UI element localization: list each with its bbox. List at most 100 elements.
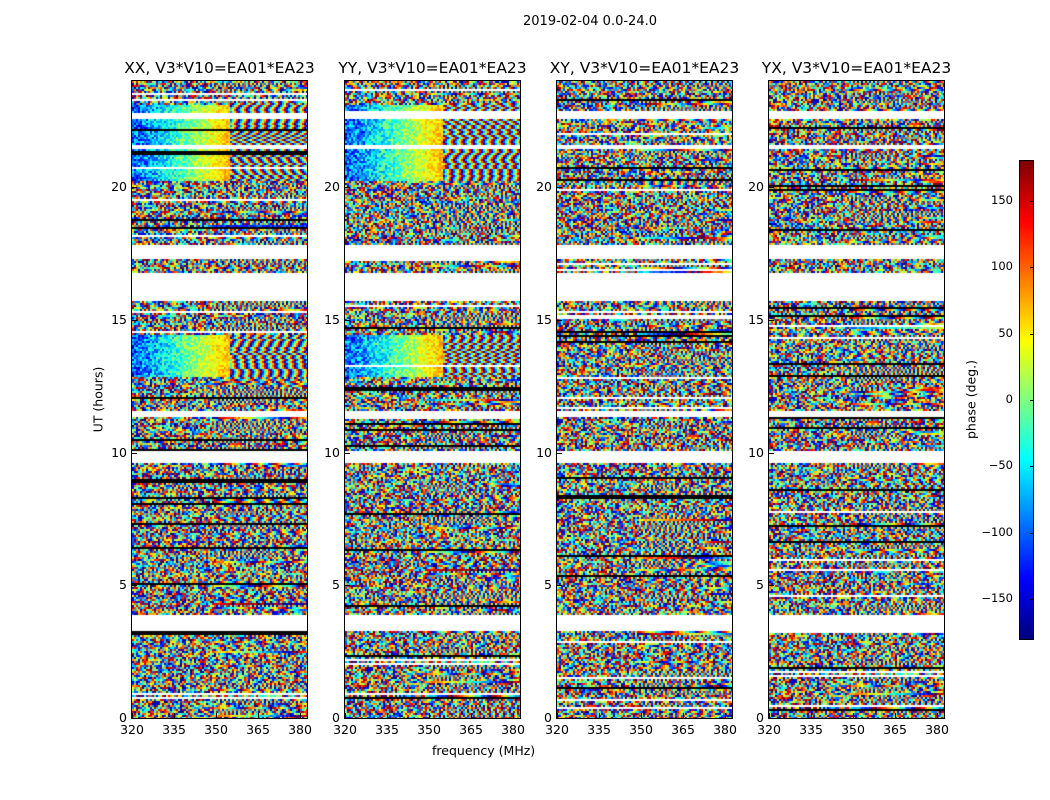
heatmap-panel-yx: [768, 80, 945, 719]
x-tick-label: 365: [246, 722, 270, 737]
x-tick-mark: [683, 713, 684, 718]
x-tick-label: 350: [417, 722, 441, 737]
y-tick-label: 20: [324, 179, 340, 195]
x-tick-label: 320: [545, 722, 569, 737]
panel-title: XY, V3*V10=EA01*EA23: [549, 59, 740, 77]
y-tick-label: 0: [119, 710, 127, 725]
colorbar-tick-label: −100: [981, 524, 1013, 539]
y-tick-mark: [769, 585, 774, 587]
y-axis-label: UT (hours): [90, 366, 106, 433]
x-tick-mark: [599, 713, 600, 718]
colorbar-tick-mark: [1030, 599, 1034, 601]
x-tick-mark: [937, 713, 938, 718]
x-tick-label: 380: [713, 722, 737, 737]
y-tick-label: 10: [748, 444, 764, 460]
x-tick-mark: [471, 713, 472, 718]
y-tick-mark: [345, 585, 350, 587]
colorbar-gradient: [1020, 161, 1033, 639]
y-tick-label: 5: [332, 577, 340, 593]
colorbar-tick-mark: [1030, 466, 1034, 468]
y-tick-label: 20: [111, 179, 127, 195]
colorbar-tick-mark: [1030, 200, 1034, 202]
x-axis-label: frequency (MHz): [432, 743, 536, 758]
x-tick-mark: [132, 713, 133, 718]
y-tick-mark: [132, 585, 137, 587]
y-tick-label: 5: [756, 577, 764, 593]
y-tick-mark: [769, 187, 774, 189]
x-tick-label: 350: [629, 722, 653, 737]
y-tick-label: 15: [536, 311, 552, 327]
x-tick-label: 350: [841, 722, 865, 737]
y-tick-mark: [557, 452, 562, 454]
colorbar-tick-label: 100: [991, 259, 1013, 274]
x-tick-mark: [641, 713, 642, 718]
x-tick-label: 335: [799, 722, 823, 737]
y-tick-label: 5: [119, 577, 127, 593]
y-tick-label: 15: [111, 311, 127, 327]
heatmap-panel-xy: [556, 80, 733, 719]
x-tick-label: 350: [204, 722, 228, 737]
figure-title: 2019-02-04 0.0-24.0: [523, 14, 657, 29]
y-tick-mark: [769, 718, 774, 719]
y-tick-label: 10: [324, 444, 340, 460]
x-tick-label: 320: [757, 722, 781, 737]
x-tick-mark: [345, 713, 346, 718]
x-tick-label: 335: [375, 722, 399, 737]
heatmap-panel-yy: [344, 80, 521, 719]
colorbar-tick-mark: [1030, 267, 1034, 269]
x-tick-mark: [300, 713, 301, 718]
colorbar-tick-label: 50: [998, 325, 1013, 340]
x-tick-label: 320: [333, 722, 357, 737]
x-tick-label: 380: [925, 722, 949, 737]
x-tick-label: 335: [587, 722, 611, 737]
colorbar-tick-mark: [1030, 333, 1034, 335]
y-tick-label: 20: [748, 179, 764, 195]
colorbar-tick-label: −150: [981, 591, 1013, 606]
y-tick-mark: [132, 718, 137, 719]
colorbar-tick-label: −50: [988, 458, 1013, 473]
x-tick-mark: [769, 713, 770, 718]
x-tick-mark: [725, 713, 726, 718]
x-tick-mark: [216, 713, 217, 718]
x-tick-label: 380: [501, 722, 525, 737]
x-tick-mark: [258, 713, 259, 718]
x-tick-mark: [513, 713, 514, 718]
x-tick-label: 365: [671, 722, 695, 737]
y-tick-mark: [557, 319, 562, 321]
x-tick-label: 320: [120, 722, 144, 737]
colorbar-tick-mark: [1030, 400, 1034, 401]
x-tick-label: 365: [883, 722, 907, 737]
y-tick-label: 0: [544, 710, 552, 725]
x-tick-mark: [895, 713, 896, 718]
x-tick-label: 335: [162, 722, 186, 737]
colorbar-label: phase (deg.): [963, 360, 979, 439]
y-tick-mark: [132, 319, 137, 321]
y-tick-mark: [345, 187, 350, 189]
panel-title: YX, V3*V10=EA01*EA23: [761, 59, 952, 77]
y-tick-mark: [557, 718, 562, 719]
heatmap-panel-xx: [131, 80, 308, 719]
y-tick-label: 15: [324, 311, 340, 327]
heatmap-image: [557, 81, 732, 718]
y-tick-mark: [345, 718, 350, 719]
y-tick-label: 20: [536, 179, 552, 195]
y-tick-label: 10: [111, 444, 127, 460]
x-tick-mark: [429, 713, 430, 718]
panel-title: XX, V3*V10=EA01*EA23: [124, 59, 315, 77]
colorbar-tick-label: 150: [991, 192, 1013, 207]
x-tick-mark: [811, 713, 812, 718]
y-tick-mark: [769, 319, 774, 321]
y-tick-mark: [345, 452, 350, 454]
y-tick-label: 0: [756, 710, 764, 725]
x-tick-mark: [387, 713, 388, 718]
heatmap-image: [345, 81, 520, 718]
y-tick-mark: [557, 187, 562, 189]
y-tick-mark: [132, 187, 137, 189]
x-tick-mark: [853, 713, 854, 718]
y-tick-mark: [132, 452, 137, 454]
colorbar-tick-mark: [1030, 532, 1034, 534]
panel-title: YY, V3*V10=EA01*EA23: [338, 59, 527, 77]
y-tick-mark: [769, 452, 774, 454]
colorbar-tick-label: 0: [1005, 392, 1013, 406]
heatmap-image: [769, 81, 944, 718]
